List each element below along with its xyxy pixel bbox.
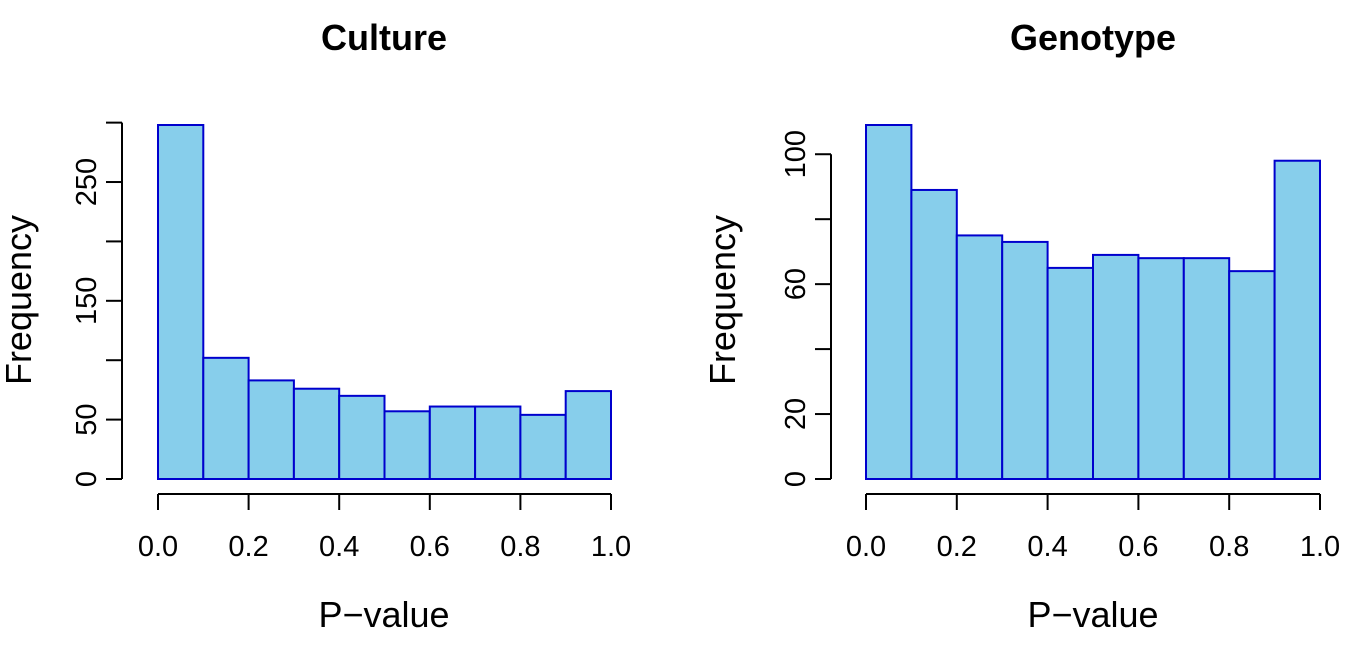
histogram-bar (157, 124, 205, 480)
x-axis: 0.0 0.2 0.4 0.6 0.8 1.0 (138, 493, 631, 563)
histogram-bar (1228, 270, 1276, 480)
x-tick-label: 0.0 (138, 531, 178, 563)
x-tick-label: 0.2 (937, 531, 977, 563)
y-axis-label: Frequency (0, 215, 39, 385)
histogram-bar (1273, 159, 1321, 481)
chart-title: Culture (321, 17, 447, 58)
histogram-bar (564, 390, 613, 481)
histogram-bar (1046, 266, 1094, 480)
histogram-bar (383, 410, 431, 481)
x-tick-label: 0.6 (1118, 531, 1158, 563)
x-tick-label: 0.4 (1027, 531, 1067, 563)
histogram-bar (519, 413, 567, 481)
x-axis: 0.0 0.2 0.4 0.6 0.8 1.0 (846, 493, 1340, 563)
y-axis-label: Frequency (702, 215, 743, 385)
x-tick-label: 0.2 (228, 531, 268, 563)
y-tick-label: 100 (780, 130, 812, 178)
y-tick-label: 50 (71, 403, 103, 435)
y-tick-label: 0 (71, 471, 103, 487)
x-tick-label: 0.0 (846, 531, 886, 563)
x-tick-label: 0.6 (410, 531, 450, 563)
x-tick-label: 1.0 (1300, 531, 1340, 563)
histogram-bar (955, 234, 1004, 480)
histogram-bar (865, 124, 913, 480)
x-tick-label: 1.0 (591, 531, 631, 563)
bars (865, 124, 1321, 481)
chart-title: Genotype (1010, 17, 1176, 58)
x-axis-label: P−value (1027, 594, 1158, 635)
x-tick-label: 0.8 (1209, 531, 1249, 563)
histogram-bar (1092, 253, 1140, 480)
y-axis: 0 20 60 100 (780, 130, 832, 487)
histogram-bar (292, 387, 341, 480)
y-tick-label: 0 (780, 471, 812, 487)
x-tick-label: 0.8 (500, 531, 540, 563)
histogram-bar (202, 356, 250, 480)
histogram-bar (1182, 257, 1231, 481)
y-tick-label: 250 (71, 158, 103, 206)
histogram-bar (338, 394, 386, 481)
x-tick-label: 0.4 (319, 531, 359, 563)
histogram-bar (247, 379, 295, 480)
y-tick-label: 60 (780, 268, 812, 300)
histogram-bar (910, 188, 958, 480)
histogram-bar (474, 405, 522, 481)
y-tick-label: 150 (71, 277, 103, 325)
histogram-bar (1137, 257, 1185, 481)
bars (157, 124, 613, 481)
histogram-bar (1001, 240, 1049, 480)
x-axis-label: P−value (318, 594, 449, 635)
histogram-bar (428, 405, 477, 481)
y-axis: 0 50 150 250 (71, 121, 123, 487)
y-tick-label: 20 (780, 398, 812, 430)
